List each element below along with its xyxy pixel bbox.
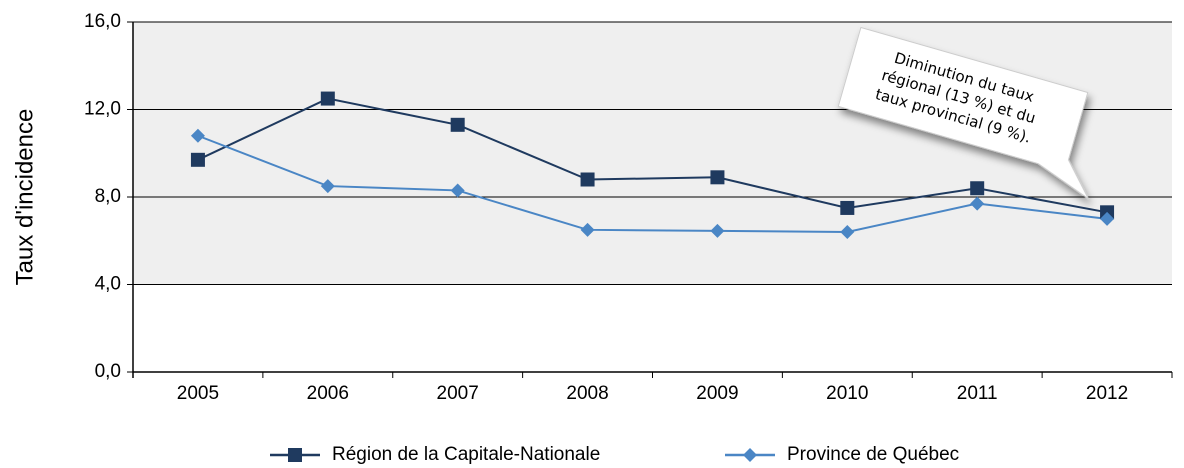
plot: 0,0 4,0 8,0 12,0 16,0 2005 2006 2007 2008 2009 201… — [84, 11, 1173, 465]
series-line — [197, 134, 1108, 234]
plot-shading — [133, 22, 1172, 285]
marker — [580, 172, 595, 187]
x-tick-label: 2007 — [437, 383, 479, 404]
y-axis-label: Taux d'incidence — [11, 109, 38, 286]
marker — [320, 91, 335, 106]
marker — [970, 181, 985, 196]
marker — [743, 448, 757, 462]
x-tick-label: 2011 — [957, 383, 998, 404]
x-tick-label: 2009 — [696, 383, 738, 404]
marker — [840, 225, 855, 239]
y-tick-label: 4,0 — [95, 274, 121, 295]
marker — [190, 152, 205, 167]
annotation: Diminution du taux régional (13 %) et du… — [837, 26, 1089, 200]
marker — [970, 196, 985, 211]
marker — [288, 448, 302, 462]
marker — [580, 222, 595, 237]
y-tick-label: 16,0 — [84, 11, 121, 32]
marker — [320, 179, 335, 194]
series-line — [197, 97, 1108, 214]
marker — [840, 200, 855, 215]
x-tick-label: 2006 — [307, 383, 349, 404]
x-tick-label: 2010 — [826, 383, 868, 404]
marker — [1100, 211, 1115, 226]
y-tick-label: 12,0 — [84, 99, 121, 120]
legend-label: Région de la Capitale-Nationale — [332, 444, 600, 465]
legend-label: Province de Québec — [787, 444, 959, 465]
marker — [450, 183, 465, 198]
plot-area — [133, 22, 1172, 285]
y-tick-label: 8,0 — [95, 186, 121, 207]
marker — [710, 170, 725, 185]
marker — [190, 128, 205, 143]
x-tick-label: 2008 — [566, 383, 608, 404]
y-tick-label: 0,0 — [95, 361, 121, 382]
marker — [450, 117, 465, 132]
callout-box — [837, 26, 1089, 200]
x-tick-label: 2005 — [177, 383, 219, 404]
marker — [710, 223, 725, 238]
x-tick-label: 2012 — [1086, 383, 1128, 404]
